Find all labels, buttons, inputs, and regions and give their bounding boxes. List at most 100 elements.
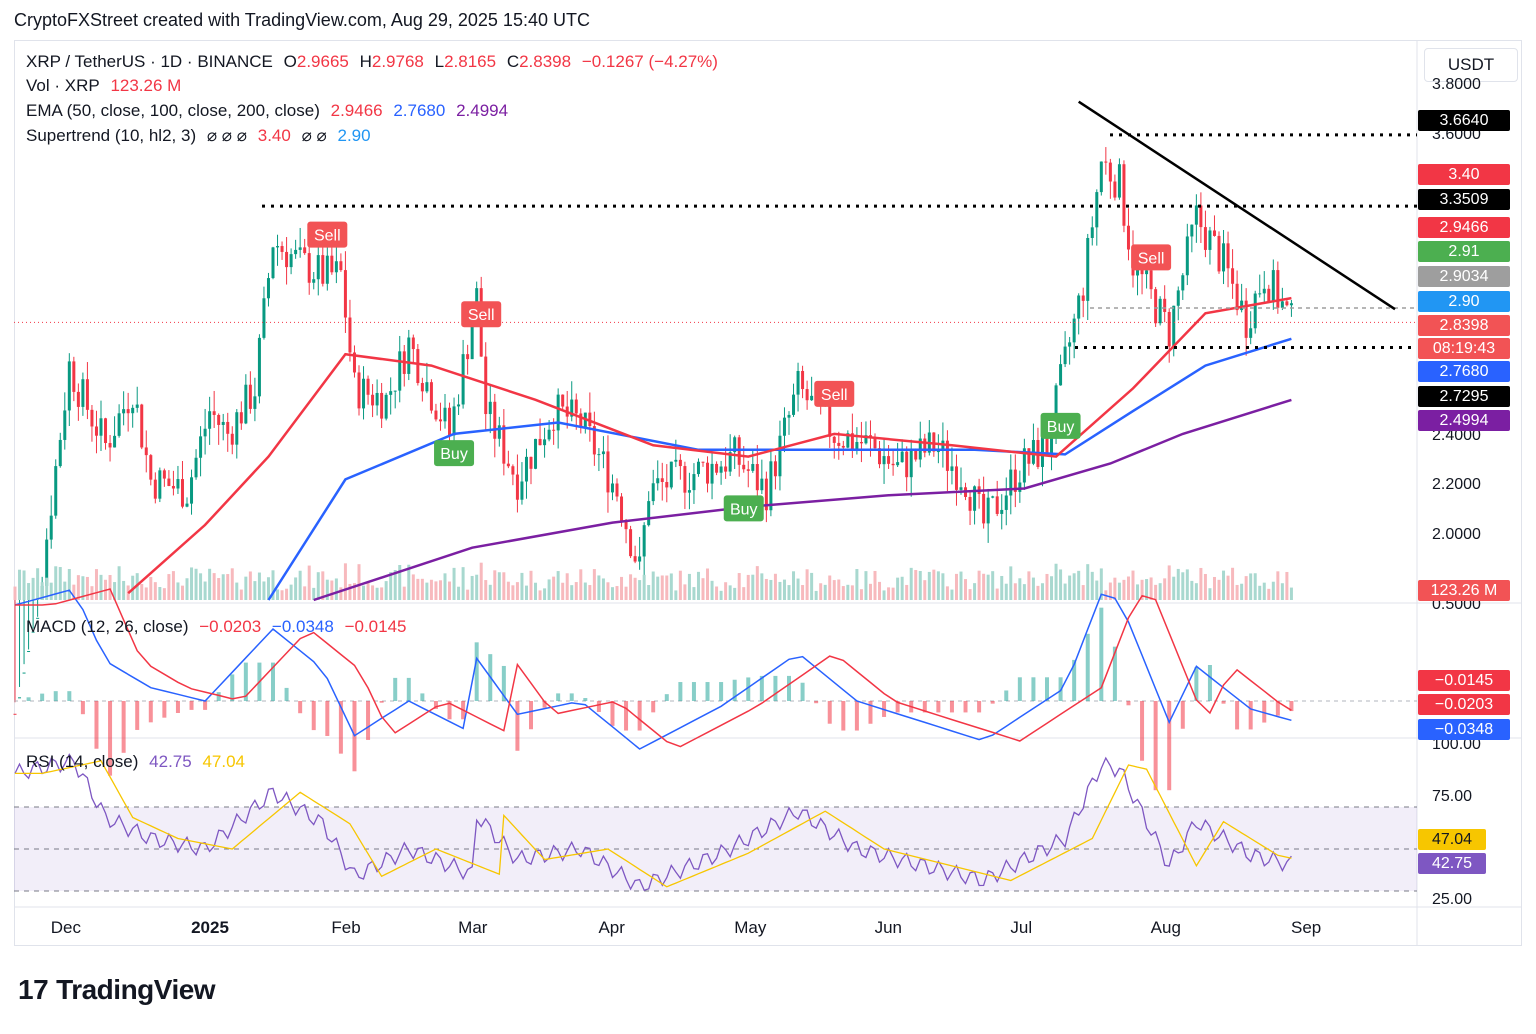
candle-body [787, 414, 791, 418]
candle-body [1276, 270, 1280, 308]
volume-bar [81, 576, 85, 600]
legend-macd-signal: −0.0145 [344, 617, 407, 636]
time-axis-label: Jun [875, 918, 902, 937]
price-axis-tick: 2.4000 [1432, 427, 1481, 444]
time-axis-label: Apr [598, 918, 625, 937]
candle-body [878, 448, 882, 465]
volume-bar [443, 573, 447, 600]
candle-body [620, 496, 624, 522]
volume-bar [171, 571, 175, 600]
macd-hist-bar [936, 701, 941, 713]
candle-body [651, 483, 655, 502]
volume-bar [285, 588, 289, 600]
candle-body [991, 496, 995, 498]
candle-body [642, 525, 646, 557]
candle-body [801, 370, 805, 390]
macd-hist-bar [610, 701, 615, 726]
volume-bar [755, 566, 759, 600]
candle-body [1280, 301, 1284, 308]
candle-body [950, 466, 954, 471]
candle-body [194, 457, 198, 478]
candle-body [334, 261, 338, 273]
signal-badge [461, 301, 502, 328]
volume-bar [1036, 585, 1040, 600]
volume-bar [1117, 582, 1121, 600]
volume-bar [873, 570, 877, 600]
macd-hist-bar [175, 701, 180, 713]
legend-st-label[interactable]: Supertrend (10, hl2, 3) [26, 126, 197, 145]
legend-ema50: 2.9466 [330, 101, 383, 120]
volume-bar [1054, 563, 1058, 600]
legend-st-dn: 2.90 [337, 126, 371, 145]
volume-bar [176, 582, 180, 600]
volume-bar [158, 586, 162, 600]
volume-bar [429, 579, 433, 600]
volume-bar [991, 571, 995, 600]
volume-bar [13, 586, 17, 600]
volume-bar [36, 568, 40, 600]
legend-ema-label[interactable]: EMA (50, close, 100, close, 200, close) [26, 101, 320, 120]
macd-hist-bar [977, 701, 982, 713]
candle-body [511, 466, 515, 475]
candle-body [330, 255, 334, 273]
volume-bar [1154, 584, 1158, 600]
volume-bar [366, 582, 370, 600]
volume-bar [289, 584, 293, 600]
volume-bar [239, 589, 243, 600]
volume-bar [1258, 585, 1262, 600]
candle-body [434, 410, 438, 420]
volume-bar [1181, 572, 1185, 600]
volume-bar [203, 581, 207, 600]
candle-body [244, 384, 248, 424]
volume-bar [1163, 578, 1167, 600]
price-tag: 2.90 [1418, 291, 1510, 312]
volume-bar [914, 570, 918, 600]
legend-macd-label[interactable]: MACD (12, 26, close) [26, 617, 189, 636]
volume-bar [108, 575, 112, 600]
macd-hist-bar [203, 701, 208, 710]
candle-body [1271, 270, 1275, 303]
volume-bar [244, 576, 248, 600]
legend-symbol[interactable]: XRP / TetherUS · 1D · BINANCE [26, 52, 273, 71]
volume-bar [647, 585, 651, 600]
candle-body [248, 384, 252, 409]
candle-body [1172, 305, 1176, 347]
volume-bar [457, 586, 461, 600]
candle-body [828, 404, 832, 437]
currency-button[interactable]: USDT [1424, 48, 1518, 82]
candle-body [108, 443, 112, 448]
legend-ema100: 2.7680 [393, 101, 446, 120]
candle-body [832, 436, 836, 443]
candle-body [769, 461, 773, 511]
signal-badge [434, 440, 475, 467]
candle-body [1117, 164, 1121, 198]
volume-bar [479, 562, 483, 600]
macd-hist-bar [990, 701, 995, 704]
macd-hist-bar [1289, 701, 1294, 712]
candle-body [1249, 328, 1253, 338]
candle-body [624, 521, 628, 530]
volume-bar [1059, 569, 1063, 600]
macd-hist-bar [1017, 677, 1022, 701]
legend-low: 2.8165 [444, 52, 497, 71]
volume-bar [117, 566, 121, 600]
volume-bar [1050, 576, 1054, 600]
volume-bar [864, 571, 868, 600]
legend-vol-label[interactable]: Vol · XRP [26, 76, 100, 95]
volume-bar [1194, 583, 1198, 600]
candle-body [1190, 224, 1194, 237]
volume-bar [896, 577, 900, 600]
candle-body [18, 697, 22, 699]
legend-rsi-label[interactable]: RSI (14, close) [26, 752, 139, 771]
candle-body [1203, 227, 1207, 250]
candle-body [140, 404, 144, 448]
candle-body [493, 401, 497, 439]
candle-body [1217, 235, 1221, 272]
legend-macd-macd: −0.0348 [271, 617, 334, 636]
candle-body [959, 487, 963, 490]
candle-body [81, 379, 85, 407]
volume-bar [303, 586, 307, 600]
candle-body [782, 417, 786, 436]
volume-bar [782, 579, 786, 600]
